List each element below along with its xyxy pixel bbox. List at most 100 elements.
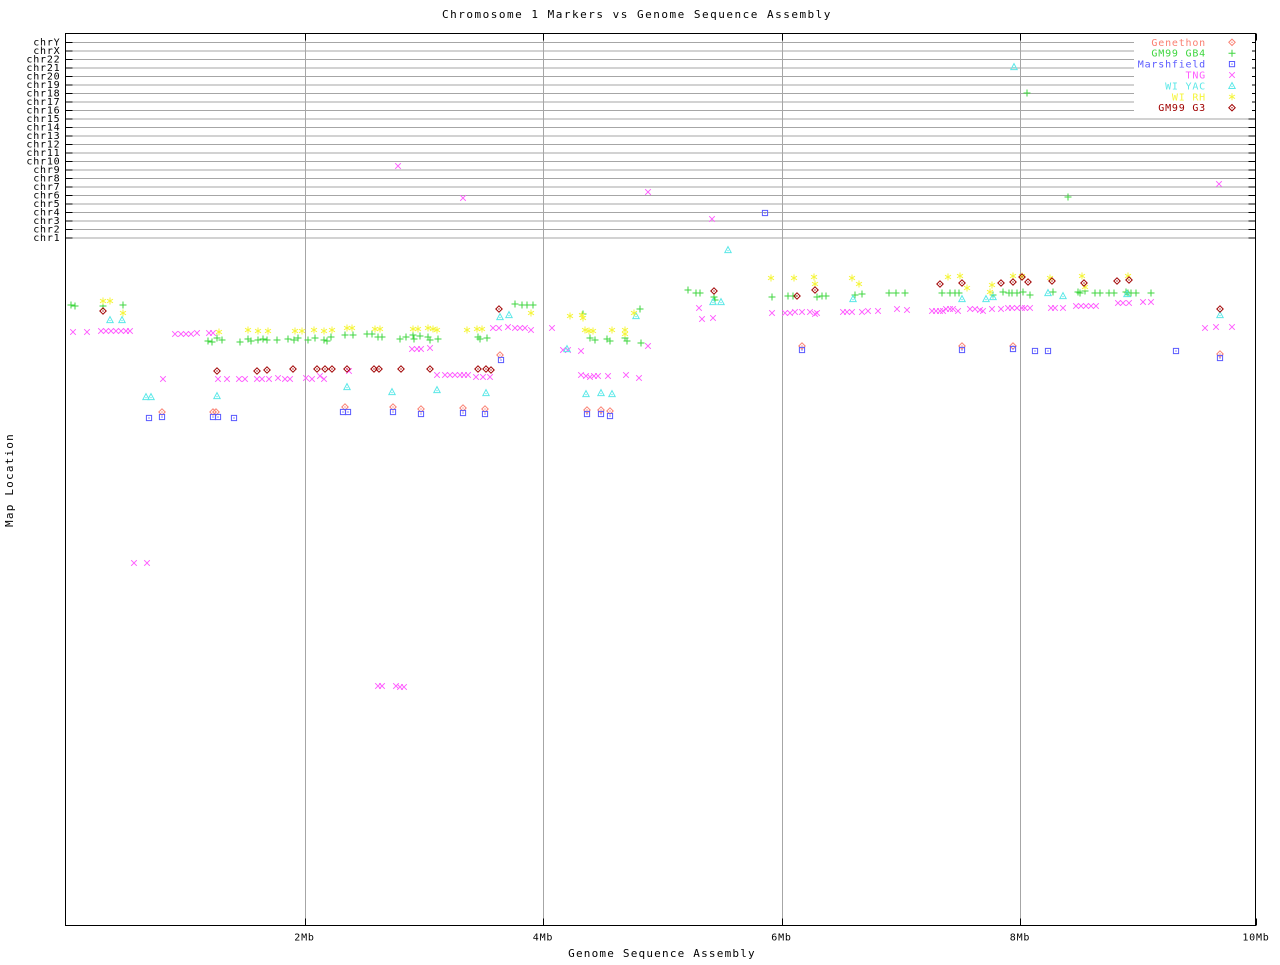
- marker-point: [106, 297, 114, 305]
- marker-point: [1215, 180, 1223, 188]
- marker-point: [130, 559, 138, 567]
- marker-point: [1010, 63, 1018, 71]
- marker-point: [402, 333, 410, 341]
- marker-point: [489, 324, 497, 332]
- marker-point: [1110, 289, 1118, 297]
- y-tick-label: chr6: [33, 191, 60, 202]
- marker-point: [313, 365, 321, 373]
- marker-point: [371, 325, 379, 333]
- marker-point: [434, 335, 442, 343]
- marker-point: [527, 326, 535, 334]
- marker-point: [696, 289, 704, 297]
- marker-point: [1059, 304, 1067, 312]
- marker-point: [955, 289, 963, 297]
- marker-point: [479, 373, 487, 381]
- marker-point: [1026, 291, 1034, 299]
- marker-point: [328, 365, 336, 373]
- y-tick-label: chr20: [26, 72, 60, 83]
- marker-point: [822, 292, 830, 300]
- marker-point: [798, 308, 806, 316]
- marker-point: [893, 305, 901, 313]
- marker-point: [67, 301, 75, 309]
- marker-point: [781, 309, 789, 317]
- marker-point: [464, 371, 472, 379]
- marker-point: [215, 328, 223, 336]
- marker-point: [966, 305, 974, 313]
- marker-point: [291, 327, 299, 335]
- x-tick-label: 2Mb: [294, 933, 314, 944]
- marker-point: [1078, 272, 1086, 280]
- marker-point: [855, 280, 863, 288]
- marker-point: [1139, 298, 1147, 306]
- marker-point: [265, 375, 273, 383]
- marker-point: [583, 410, 591, 418]
- marker-point: [956, 272, 964, 280]
- marker-point: [1147, 289, 1155, 297]
- marker-point: [1201, 324, 1209, 332]
- marker-point: [811, 286, 819, 294]
- marker-point: [414, 325, 422, 333]
- marker-point: [376, 325, 384, 333]
- marker-point: [348, 324, 356, 332]
- marker-point: [848, 308, 856, 316]
- marker-point: [400, 683, 408, 691]
- marker-point: [864, 307, 872, 315]
- marker-point: [946, 305, 954, 313]
- marker-point: [71, 302, 79, 310]
- marker-point: [636, 305, 644, 313]
- marker-point: [988, 281, 996, 289]
- marker-point: [589, 327, 597, 335]
- marker-point: [1077, 302, 1085, 310]
- marker-point: [988, 305, 996, 313]
- marker-point: [107, 327, 115, 335]
- marker-point: [1125, 276, 1133, 284]
- marker-point: [971, 305, 979, 313]
- marker-point: [378, 333, 386, 341]
- marker-point: [644, 342, 652, 350]
- marker-point: [426, 365, 434, 373]
- marker-point: [259, 335, 267, 343]
- marker-point: [426, 344, 434, 352]
- marker-point: [901, 289, 909, 297]
- marker-point: [516, 324, 524, 332]
- marker-point: [284, 335, 292, 343]
- marker-point: [119, 309, 127, 317]
- marker-point: [341, 331, 349, 339]
- series-wi-yac: [106, 63, 1224, 401]
- marker-point: [1009, 278, 1017, 286]
- marker-point: [997, 305, 1005, 313]
- marker-point: [858, 308, 866, 316]
- marker-point: [327, 333, 335, 341]
- marker-point: [208, 338, 216, 346]
- y-tick-label: chr19: [26, 80, 60, 91]
- marker-point: [182, 330, 190, 338]
- marker-point: [1125, 299, 1133, 307]
- marker-point: [597, 410, 605, 418]
- marker-point: [378, 682, 386, 690]
- marker-point: [1051, 304, 1059, 312]
- marker-point: [577, 371, 585, 379]
- legend-entry-gm99-gb4: GM99 GB4: [1151, 49, 1206, 60]
- point-layer: [67, 63, 1236, 691]
- marker-point: [244, 326, 252, 334]
- marker-point: [99, 297, 107, 305]
- marker-point: [813, 293, 821, 301]
- marker-point: [254, 336, 262, 344]
- y-tick-label: chr8: [33, 174, 60, 185]
- marker-point: [311, 334, 319, 342]
- marker-point: [885, 289, 893, 297]
- marker-point: [1013, 304, 1021, 312]
- marker-point: [308, 375, 316, 383]
- marker-point: [789, 292, 797, 300]
- marker-point: [790, 274, 798, 282]
- marker-point: [604, 372, 612, 380]
- marker-point: [223, 375, 231, 383]
- marker-point: [635, 374, 643, 382]
- marker-point: [597, 389, 605, 397]
- marker-point: [171, 330, 179, 338]
- x-tick-label: 4Mb: [533, 933, 553, 944]
- y-tick-label: chr15: [26, 114, 60, 125]
- marker-point: [241, 375, 249, 383]
